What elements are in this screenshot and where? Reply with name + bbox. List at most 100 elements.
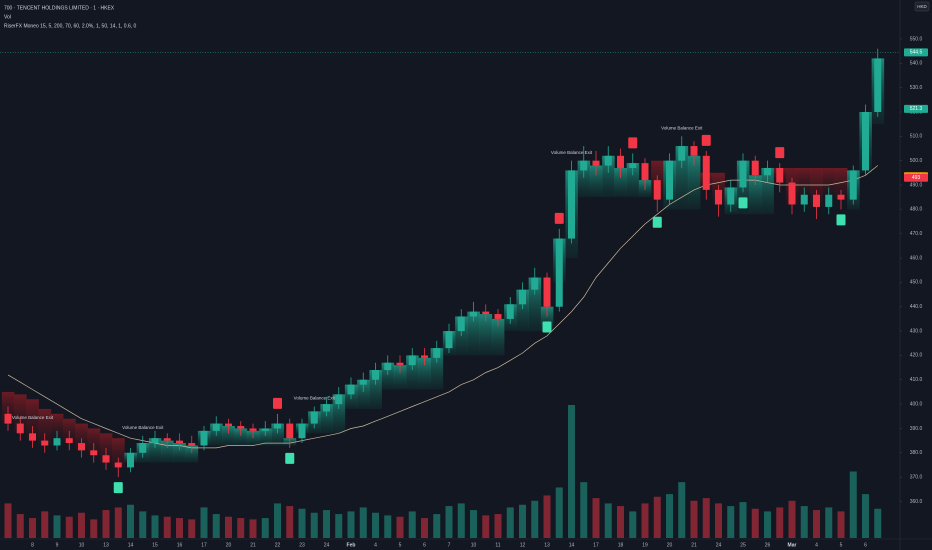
volume-bar (65, 516, 73, 538)
trail-band (798, 167, 811, 195)
candle-body (384, 362, 392, 371)
volume-bar (163, 516, 171, 538)
volume-bar (776, 507, 784, 538)
candle-body (788, 182, 796, 205)
candle-body (53, 438, 61, 446)
candle-body (188, 443, 196, 446)
candle-body (200, 430, 208, 446)
volume-bar (849, 471, 857, 538)
candle-body (408, 355, 416, 366)
price-tag-label: 493 (912, 175, 921, 181)
trail-band (528, 277, 542, 332)
volume-bar (151, 515, 159, 538)
candle-body (65, 438, 73, 444)
candle-body (421, 355, 428, 358)
volume-bar (396, 516, 404, 538)
candle-body (335, 394, 343, 405)
candle-body (78, 443, 85, 451)
volume-bar (800, 506, 808, 538)
candle-body (372, 370, 379, 380)
volume-bar (739, 502, 747, 538)
candle-body (396, 362, 404, 366)
volume-bar (457, 503, 465, 538)
currency-badge[interactable] (914, 1, 930, 12)
trail-band (687, 155, 701, 210)
x-tick-label: 16 (177, 542, 183, 548)
volume-bar (825, 507, 833, 538)
trail-band (393, 365, 407, 390)
volume-bar (641, 503, 649, 538)
candle-body (29, 433, 36, 441)
volume-bar (286, 506, 294, 538)
candle-body (286, 423, 294, 439)
volume-bar (188, 519, 196, 538)
annotation: Volume Balance Exit (661, 126, 703, 131)
y-tick-label: 390.0 (910, 426, 923, 432)
volume-bar (384, 515, 392, 538)
x-tick-label: 20 (226, 542, 232, 548)
candle-body (176, 440, 183, 444)
trail-band (222, 426, 235, 446)
candle-body (347, 384, 355, 395)
y-tick-label: 400.0 (910, 401, 923, 407)
candle-body (702, 155, 710, 190)
volume-bar (788, 500, 796, 538)
x-tick-label: 10 (471, 542, 477, 548)
candle-body (519, 289, 526, 305)
y-tick-label: 410.0 (910, 377, 923, 383)
y-tick-label: 460.0 (910, 255, 923, 261)
sell-signal (701, 134, 711, 146)
annotation: Volume Balance Exit (551, 150, 593, 155)
currency[interactable]: HKD (917, 4, 927, 9)
x-tick-label: 14 (128, 542, 134, 548)
volume-bar (249, 519, 257, 538)
candle-body (837, 194, 845, 200)
candle-body (874, 58, 882, 112)
candle-body (114, 462, 122, 468)
x-tick-label: 5 (399, 542, 402, 548)
volume-bar (617, 506, 624, 538)
y-tick-label: 450.0 (910, 280, 923, 286)
volume-bar (690, 500, 698, 538)
trail-band (259, 428, 272, 446)
candle-body (617, 155, 624, 168)
volume-bar (604, 503, 612, 538)
volume-bar (274, 503, 281, 538)
x-tick-label: 8 (31, 542, 34, 548)
volume-bar (16, 514, 24, 538)
volume-bar (568, 405, 575, 538)
candle-body (298, 423, 306, 439)
x-tick-label: 19 (642, 542, 648, 548)
volume-bar (764, 511, 771, 538)
volume-bar (874, 508, 882, 538)
x-tick-label: 22 (275, 542, 281, 548)
buy-signal (113, 482, 123, 494)
sell-signal (628, 137, 638, 149)
volume-bar (335, 514, 343, 538)
candle-body (862, 111, 869, 171)
candle-body (41, 440, 49, 446)
trail-band (467, 311, 480, 356)
candle-body (641, 163, 649, 181)
y-tick-label: 380.0 (910, 450, 923, 456)
volume-bar (506, 507, 514, 538)
volume-bar (531, 500, 539, 538)
trail-band (761, 167, 774, 215)
volume-bar (592, 498, 600, 538)
candle-body (249, 428, 257, 431)
volume-bar (212, 514, 220, 538)
y-tick-label: 360.0 (910, 499, 923, 505)
annotation: Volume Balance Exit (294, 396, 336, 401)
volume-bar (127, 504, 134, 538)
buy-signal (652, 216, 662, 228)
y-tick-label: 490.0 (910, 182, 923, 188)
volume-bar (114, 507, 122, 538)
candle-body (727, 187, 735, 205)
x-tick-label: 26 (765, 542, 771, 548)
volume-bar (580, 482, 588, 538)
candle-body (580, 160, 588, 171)
volume-bar (482, 515, 490, 538)
x-tick-label: 7 (448, 542, 451, 548)
